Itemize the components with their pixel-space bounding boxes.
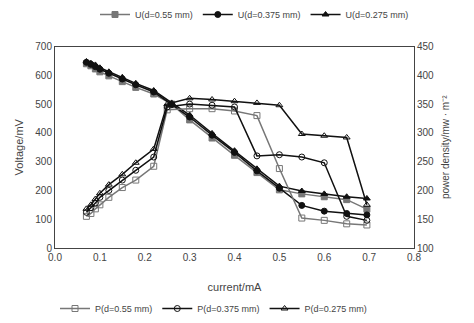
svg-text:0.0: 0.0 bbox=[48, 252, 62, 263]
svg-text:450: 450 bbox=[417, 41, 434, 52]
svg-text:0.7: 0.7 bbox=[362, 252, 376, 263]
svg-text:0.6: 0.6 bbox=[317, 252, 331, 263]
svg-text:U(d=0.275 mm): U(d=0.275 mm) bbox=[346, 10, 409, 20]
svg-text:0.4: 0.4 bbox=[228, 252, 242, 263]
svg-text:500: 500 bbox=[35, 99, 52, 110]
svg-text:P(d=0.55 mm): P(d=0.55 mm) bbox=[95, 304, 152, 314]
svg-text:200: 200 bbox=[417, 185, 434, 196]
svg-text:100: 100 bbox=[417, 243, 434, 254]
svg-text:200: 200 bbox=[35, 185, 52, 196]
svg-text:P(d=0.275 mm): P(d=0.275 mm) bbox=[305, 304, 367, 314]
svg-text:600: 600 bbox=[35, 70, 52, 81]
svg-text:U(d=0.375 mm): U(d=0.375 mm) bbox=[238, 10, 301, 20]
svg-text:P(d=0.375 mm): P(d=0.375 mm) bbox=[197, 304, 259, 314]
svg-text:0.5: 0.5 bbox=[272, 252, 286, 263]
svg-text:400: 400 bbox=[417, 70, 434, 81]
svg-text:current/mA: current/mA bbox=[208, 281, 262, 293]
svg-text:700: 700 bbox=[35, 41, 52, 52]
svg-text:U(d=0.55 mm): U(d=0.55 mm) bbox=[135, 10, 193, 20]
svg-text:0.1: 0.1 bbox=[93, 252, 107, 263]
svg-text:150: 150 bbox=[417, 214, 434, 225]
svg-text:0.8: 0.8 bbox=[407, 252, 421, 263]
svg-text:100: 100 bbox=[35, 214, 52, 225]
svg-text:400: 400 bbox=[35, 127, 52, 138]
svg-text:300: 300 bbox=[417, 127, 434, 138]
svg-text:350: 350 bbox=[417, 99, 434, 110]
svg-text:power density/mw · m⁻²: power density/mw · m⁻² bbox=[440, 95, 451, 199]
svg-text:0.2: 0.2 bbox=[138, 252, 152, 263]
svg-text:0.3: 0.3 bbox=[183, 252, 197, 263]
svg-text:300: 300 bbox=[35, 156, 52, 167]
svg-text:0: 0 bbox=[46, 243, 52, 254]
svg-text:Voltage/mV: Voltage/mV bbox=[13, 118, 25, 175]
svg-text:250: 250 bbox=[417, 156, 434, 167]
